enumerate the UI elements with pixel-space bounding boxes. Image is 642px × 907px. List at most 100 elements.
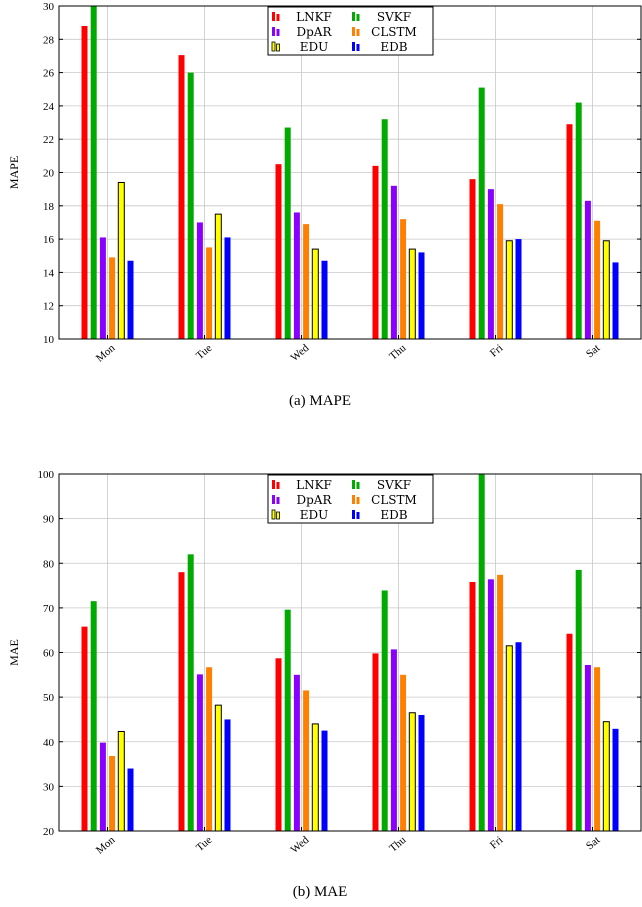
- legend-swatch-edu: [276, 43, 280, 52]
- bar-edu-thu: [408, 712, 416, 832]
- y-tick-label: 22: [43, 134, 54, 146]
- legend-swatch-lnkf: [276, 14, 280, 21]
- legend-swatch-edu: [271, 509, 276, 520]
- bar-svkf-mon: [90, 601, 97, 831]
- bar-edu-mon: [117, 730, 125, 832]
- bar-lnkf-mon: [81, 626, 88, 831]
- bar-edb-thu: [418, 252, 425, 339]
- legend-swatch-lnkf: [272, 480, 275, 489]
- legend-box: [267, 6, 434, 56]
- legend-box: [267, 474, 434, 524]
- legend-label-svkf: SVKF: [377, 478, 411, 492]
- legend-swatch-clstm: [352, 495, 355, 504]
- legend-swatch-dpar: [276, 497, 280, 504]
- y-tick-label: 26: [43, 68, 55, 80]
- bar-lnkf-fri: [469, 179, 476, 339]
- y-tick-label: 28: [43, 34, 55, 46]
- legend-swatch-clstm: [356, 497, 360, 504]
- bar-edu-thu: [408, 248, 416, 340]
- bar-edu-wed: [311, 723, 319, 832]
- x-tick-label: Thu: [387, 342, 409, 363]
- legend-swatch-edb: [352, 510, 355, 519]
- legend-swatch-edb: [352, 42, 355, 51]
- bar-edu-fri: [505, 240, 513, 340]
- bar-edb-sat: [612, 728, 619, 831]
- bar-edu-mon: [117, 181, 125, 340]
- bar-svkf-tue: [187, 72, 194, 339]
- x-tick-label: Mon: [94, 342, 118, 365]
- x-tick-label: Sat: [584, 342, 602, 360]
- y-tick-label: 30: [43, 1, 55, 13]
- bar-clstm-tue: [206, 667, 213, 831]
- legend-swatch-dpar: [276, 29, 280, 36]
- bar-clstm-mon: [109, 756, 116, 831]
- bar-dpar-wed: [293, 212, 300, 339]
- x-tick-label: Mon: [94, 834, 118, 857]
- bar-dpar-sat: [584, 664, 591, 831]
- legend-swatch-lnkf: [276, 482, 280, 489]
- legend-swatch-edu: [276, 511, 280, 520]
- bar-dpar-fri: [487, 579, 494, 831]
- bar-dpar-fri: [487, 189, 494, 339]
- bar-edb-mon: [127, 768, 134, 831]
- legend-swatch-svkf: [356, 14, 360, 21]
- x-tick-label: Tue: [194, 834, 215, 854]
- bar-edu-fri: [505, 645, 513, 832]
- bar-dpar-mon: [99, 742, 106, 831]
- y-tick-label: 18: [43, 201, 55, 213]
- bar-lnkf-wed: [275, 658, 282, 831]
- x-tick-label: Wed: [288, 342, 311, 364]
- bar-dpar-sat: [584, 200, 591, 339]
- y-tick-label: 40: [43, 737, 55, 749]
- bar-edb-thu: [418, 714, 425, 831]
- legend-swatch-dpar: [272, 27, 275, 36]
- legend-swatch-clstm: [352, 27, 355, 36]
- legend-label-edb: EDB: [380, 508, 407, 522]
- y-tick-label: 10: [43, 334, 55, 346]
- bar-svkf-wed: [284, 127, 291, 339]
- bar-svkf-sat: [575, 569, 582, 831]
- chart-caption: (b) MAE: [293, 884, 348, 900]
- legend-label-dpar: DpAR: [296, 25, 332, 39]
- y-axis-title: MAPE: [7, 156, 21, 189]
- bar-clstm-thu: [400, 219, 407, 339]
- x-tick-label: Fri: [488, 342, 506, 359]
- legend-swatch-clstm: [356, 29, 360, 36]
- x-tick-label: Fri: [488, 834, 506, 851]
- bar-lnkf-wed: [275, 164, 282, 339]
- bar-edu-sat: [602, 721, 610, 832]
- y-tick-label: 24: [43, 101, 55, 113]
- legend-label-lnkf: LNKF: [296, 478, 332, 492]
- y-tick-label: 20: [43, 168, 55, 180]
- y-tick-label: 14: [43, 267, 55, 279]
- legend-swatch-edb: [356, 44, 360, 51]
- y-tick-label: 12: [43, 301, 54, 313]
- bar-clstm-fri: [497, 574, 504, 831]
- bar-lnkf-thu: [372, 165, 379, 339]
- bar-dpar-thu: [390, 649, 397, 831]
- bar-edu-wed: [311, 248, 319, 340]
- bar-edu-tue: [214, 704, 222, 832]
- legend-label-clstm: CLSTM: [371, 493, 417, 507]
- x-tick-label: Tue: [194, 342, 215, 362]
- legend-label-edu: EDU: [300, 40, 329, 54]
- bar-lnkf-sat: [566, 633, 573, 831]
- bar-svkf-wed: [284, 609, 291, 831]
- bar-lnkf-mon: [81, 25, 88, 339]
- y-tick-label: 100: [38, 469, 55, 481]
- bar-dpar-tue: [196, 674, 203, 831]
- bar-lnkf-tue: [178, 572, 185, 831]
- legend-swatch-lnkf: [272, 12, 275, 21]
- bar-svkf-mon: [90, 6, 97, 339]
- bar-svkf-thu: [381, 590, 388, 831]
- legend-swatch-svkf: [352, 12, 355, 21]
- y-tick-label: 90: [43, 514, 55, 526]
- legend-label-clstm: CLSTM: [371, 25, 417, 39]
- bar-edu-tue: [214, 213, 222, 340]
- bar-edb-tue: [224, 719, 231, 831]
- bar-lnkf-thu: [372, 653, 379, 831]
- y-tick-label: 16: [43, 234, 55, 246]
- bar-svkf-fri: [478, 474, 485, 831]
- bar-edb-mon: [127, 260, 134, 339]
- bar-svkf-tue: [187, 554, 194, 831]
